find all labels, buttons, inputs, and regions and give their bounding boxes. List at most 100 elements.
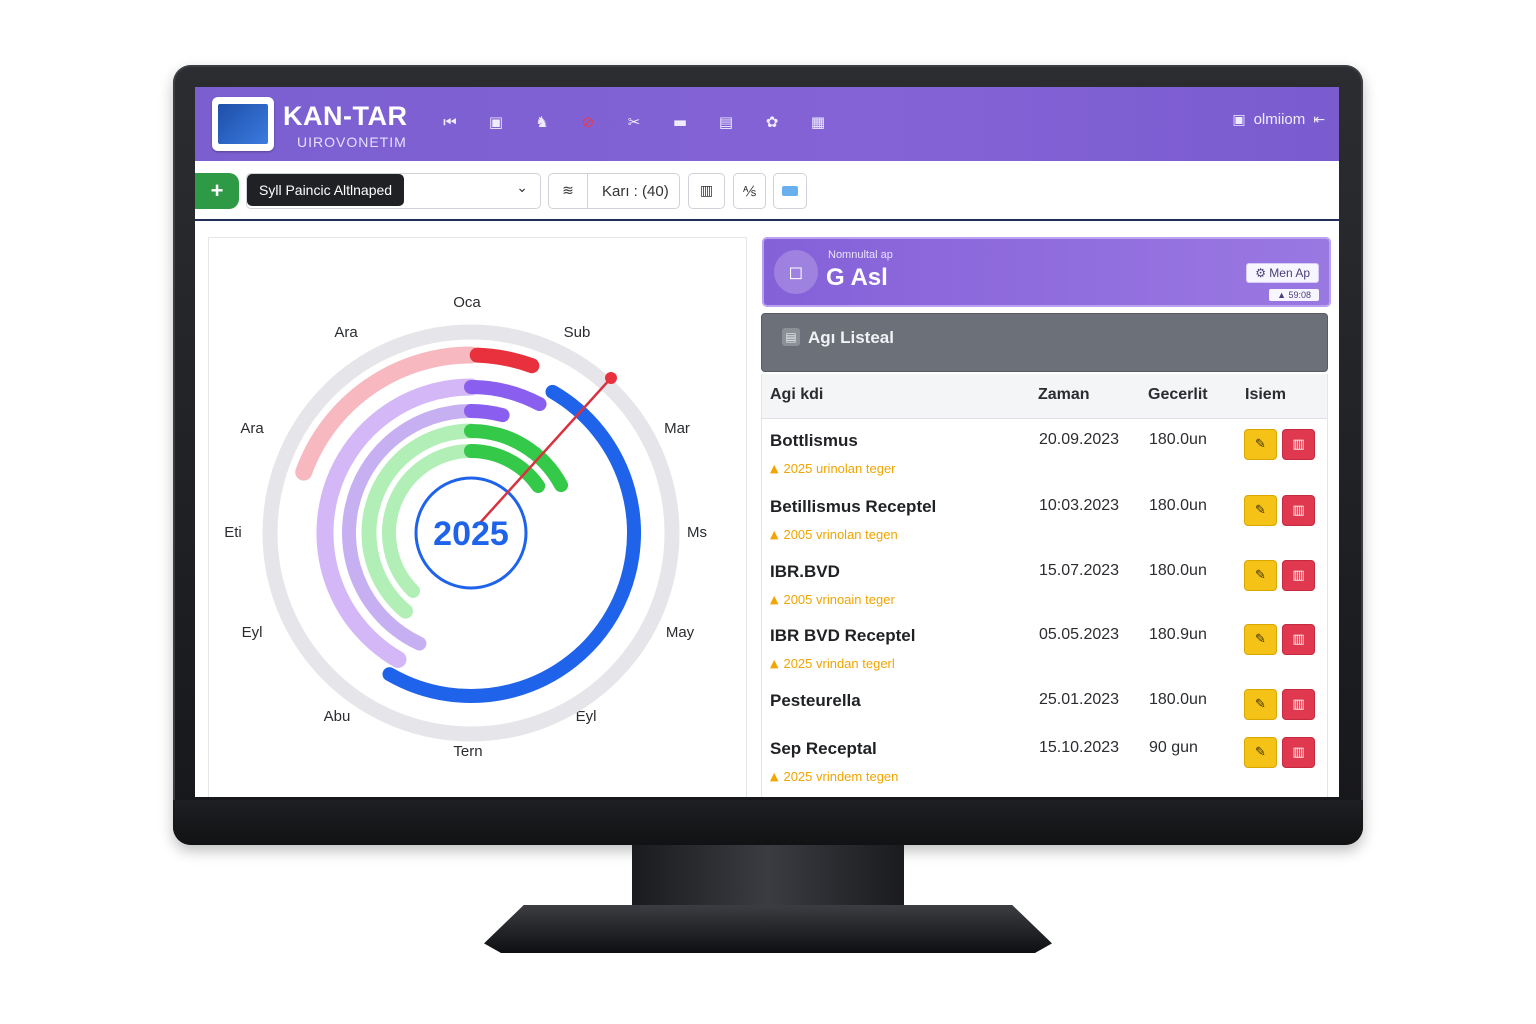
- ring-segment-light-green: [361, 423, 479, 619]
- month-label: Eyl: [242, 624, 263, 641]
- ring-segment-light-green-inner: [382, 444, 478, 598]
- delete-button[interactable]: ▥: [1282, 495, 1315, 526]
- user-label: olmiiom: [1253, 111, 1306, 128]
- delete-button[interactable]: ▥: [1282, 624, 1315, 655]
- warning-note: ▲ 2005 vrinolan tegen: [770, 527, 898, 542]
- vaccine-name: IBR BVD Receptel: [770, 626, 916, 645]
- user-icon: ▣: [1232, 111, 1246, 128]
- kart-button[interactable]: ≋ Karı : (40): [548, 173, 680, 209]
- trash-icon: ▥: [1292, 568, 1305, 583]
- month-label: May: [666, 624, 695, 641]
- month-label: Ms: [687, 524, 707, 541]
- app-logo[interactable]: [212, 97, 274, 151]
- pencil-icon: ✎: [1255, 437, 1266, 452]
- ring-segment-green: [464, 424, 569, 493]
- warning-text: 2005 vrinoain teger: [783, 592, 895, 607]
- ring-segment-lavender: [316, 378, 480, 668]
- filter-icon[interactable]: ⅍: [733, 173, 766, 209]
- table-row[interactable]: IBR.BVD 15.07.2023 180.0un ▲ 2005 vrinoain t…: [762, 550, 1327, 615]
- table-row[interactable]: Bottlismus 20.09.2023 180.0un ▲ 2025 urinola…: [762, 419, 1327, 486]
- cow-icon[interactable]: ♞: [535, 113, 549, 131]
- warning-text: 2025 vrindem tegen: [783, 769, 899, 784]
- col-name: Agi kdi: [770, 386, 824, 403]
- edit-button[interactable]: ✎: [1244, 560, 1277, 591]
- table-row[interactable]: IBR BVD Receptel 05.05.2023 180.9un ▲ 2025 v…: [762, 614, 1327, 680]
- current-date-needle: [478, 377, 612, 525]
- cow-logo-icon: [218, 104, 268, 144]
- group-icon[interactable]: ✿: [765, 113, 779, 131]
- card-caption: Nomnultal ap: [828, 249, 893, 261]
- warning-text: 2005 vrinolan tegen: [783, 527, 898, 542]
- edit-button[interactable]: ✎: [1244, 737, 1277, 768]
- ring-segment-lavender-inner: [342, 404, 478, 651]
- warning-note: ▲ 2005 vrinoain teger: [770, 592, 895, 607]
- ring-segment-pink: [295, 346, 480, 481]
- card-menu-button[interactable]: ⚙ Men Ap: [1246, 263, 1319, 283]
- month-label: Eti: [224, 524, 242, 541]
- card-menu-label: Men Ap: [1269, 266, 1310, 280]
- logout-icon[interactable]: ⇤: [1313, 111, 1325, 128]
- delete-button[interactable]: ▥: [1282, 737, 1315, 768]
- warning-icon: ▲: [770, 657, 779, 670]
- add-button[interactable]: +: [195, 173, 239, 209]
- edit-button[interactable]: ✎: [1244, 429, 1277, 460]
- warning-icon: ▲: [770, 770, 779, 783]
- vaccine-date: 20.09.2023: [1039, 431, 1120, 448]
- table-header: Agi kdi Zaman Gecerlit Isiem: [762, 374, 1327, 419]
- vaccine-duration: 90 gun: [1149, 739, 1198, 756]
- month-label: Eyl: [576, 708, 597, 725]
- vaccine-table: Agi kdi Zaman Gecerlit Isiem Bottlismus 2…: [761, 374, 1328, 797]
- warning-icon: ▲: [770, 462, 779, 475]
- month-label: Abu: [324, 708, 351, 725]
- table-row[interactable]: Pesteurella 25.01.2023 180.0un ✎ ▥: [762, 679, 1327, 728]
- vaccine-list-header: ▤ Agı Listeal: [761, 313, 1328, 372]
- delete-button[interactable]: ▥: [1282, 689, 1315, 720]
- app-header: KAN-TAR UIROVONETIM ⏮ ▣ ♞ ⊘ ✂ ▬ ▤ ✿ ▦ ▣ …: [195, 87, 1339, 161]
- edit-button[interactable]: ✎: [1244, 495, 1277, 526]
- col-actions: Isiem: [1245, 386, 1286, 403]
- alert-icon[interactable]: ⊘: [581, 113, 595, 131]
- center-year-label: 2025: [433, 515, 509, 553]
- id-card-icon[interactable]: ▥: [688, 173, 725, 209]
- user-menu[interactable]: ▣ olmiiom ⇤: [1232, 111, 1325, 128]
- screen: KAN-TAR UIROVONETIM ⏮ ▣ ♞ ⊘ ✂ ▬ ▤ ✿ ▦ ▣ …: [195, 87, 1339, 797]
- col-date: Zaman: [1038, 386, 1090, 403]
- ring-segment-red: [469, 347, 540, 374]
- vaccine-duration: 180.0un: [1149, 691, 1207, 708]
- pencil-icon: ✎: [1255, 745, 1266, 760]
- vaccine-duration: 180.9un: [1149, 626, 1207, 643]
- animal-select[interactable]: Syll Paincic Altlnaped ⌄: [246, 173, 541, 209]
- vaccine-name: Sep Receptal: [770, 739, 877, 758]
- pencil-icon: ✎: [1255, 632, 1266, 647]
- warning-text: 2025 vrindan tegerl: [783, 656, 895, 671]
- outer-ring-track: [262, 324, 680, 742]
- card-sub-button[interactable]: ▲ 59:08: [1269, 289, 1319, 301]
- monitor-stand-neck: [632, 845, 904, 910]
- delete-button[interactable]: ▥: [1282, 560, 1315, 591]
- trash-icon: ▥: [1292, 632, 1305, 647]
- report-icon[interactable]: ▤: [718, 113, 734, 131]
- vaccine-duration: 180.0un: [1149, 562, 1207, 579]
- chevron-down-icon: ⌄: [516, 180, 528, 196]
- edit-button[interactable]: ✎: [1244, 624, 1277, 655]
- center-year-circle: [414, 476, 528, 590]
- ring-segment-purple-inner: [464, 404, 510, 423]
- table-row[interactable]: Betillismus Receptel 10:03.2023 180.0un ▲ 20…: [762, 485, 1327, 551]
- notes-icon[interactable]: ▦: [810, 113, 826, 131]
- delete-button[interactable]: ▥: [1282, 429, 1315, 460]
- edit-button[interactable]: ✎: [1244, 689, 1277, 720]
- pencil-icon: ✎: [1255, 697, 1266, 712]
- display-icon[interactable]: [773, 173, 807, 209]
- tag-icon[interactable]: ▬: [672, 113, 688, 131]
- calendar-icon[interactable]: ▣: [488, 113, 504, 131]
- vaccine-date: 15.07.2023: [1039, 562, 1120, 579]
- table-row[interactable]: Sep Receptal 15.10.2023 90 gun ▲ 2025 vrinde…: [762, 727, 1327, 797]
- vaccine-date: 25.01.2023: [1039, 691, 1120, 708]
- back-icon[interactable]: ⏮: [443, 113, 457, 131]
- vaccine-name: Pesteurella: [770, 691, 861, 710]
- warning-note: ▲ 2025 vrindan tegerl: [770, 656, 895, 671]
- warning-note: ▲ 2025 urinolan teger: [770, 461, 896, 476]
- vaccine-name: Betillismus Receptel: [770, 497, 937, 516]
- tools-icon[interactable]: ✂: [627, 113, 641, 131]
- animal-avatar-icon: ◻: [774, 250, 818, 294]
